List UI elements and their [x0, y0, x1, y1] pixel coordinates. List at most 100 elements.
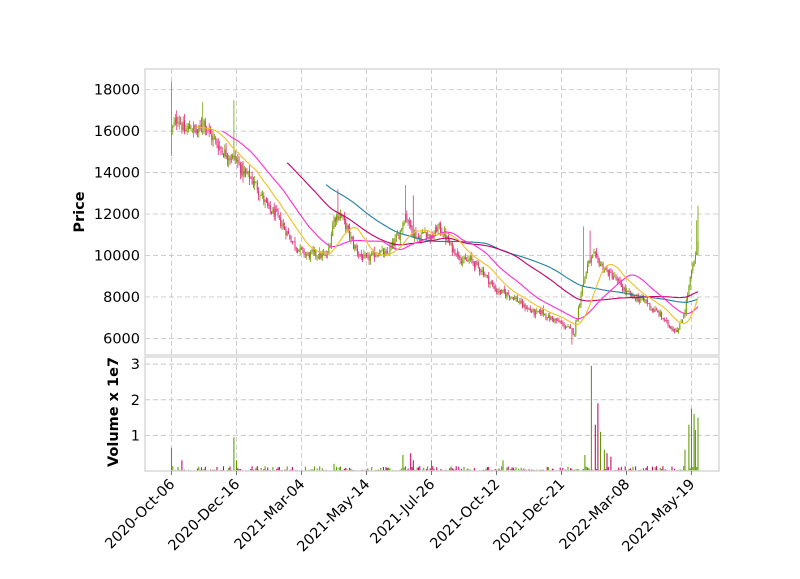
candle-body — [535, 311, 536, 316]
candle — [591, 255, 592, 266]
candle — [523, 301, 524, 308]
candle — [271, 211, 272, 215]
candle-body — [453, 248, 454, 251]
candle — [510, 296, 511, 300]
candle-body — [617, 279, 618, 281]
candle-body — [384, 252, 385, 257]
candle — [287, 231, 288, 237]
candle — [565, 325, 566, 330]
candle-body — [267, 200, 268, 205]
candle-body — [354, 245, 355, 248]
candle — [612, 270, 613, 280]
candle-body — [318, 257, 319, 258]
candle — [579, 303, 580, 308]
volume-axis-title: Volume x 1e7 — [106, 357, 122, 467]
candle-body — [313, 250, 314, 251]
price-tick-label: 16000 — [94, 124, 140, 140]
candle-body — [458, 253, 459, 258]
candle — [275, 205, 276, 221]
candle — [181, 122, 182, 134]
candle-body — [658, 311, 659, 315]
candle — [697, 206, 698, 255]
candle-body — [194, 124, 195, 129]
candle — [619, 276, 620, 285]
candle-body — [268, 205, 269, 206]
candle — [627, 290, 628, 292]
candle — [192, 128, 193, 133]
candle-body — [647, 300, 648, 304]
candle — [557, 318, 558, 321]
candle-body — [183, 122, 184, 130]
candle — [614, 272, 615, 278]
candle — [384, 248, 385, 258]
candle-body — [188, 126, 189, 130]
candle — [531, 309, 532, 313]
candle — [180, 117, 181, 125]
candle — [224, 144, 225, 158]
candle — [601, 261, 602, 266]
candle — [245, 167, 246, 177]
candle — [252, 171, 253, 185]
candle — [353, 236, 354, 250]
candle — [309, 252, 310, 260]
candle-body — [396, 236, 397, 238]
candle — [515, 296, 516, 302]
candle-body — [289, 235, 290, 239]
candle-body — [553, 319, 554, 321]
candle-body — [460, 257, 461, 261]
candle — [479, 267, 480, 276]
candle — [369, 252, 370, 265]
candle — [298, 249, 299, 252]
volume-bar — [695, 430, 696, 471]
candle — [291, 235, 292, 243]
volume-bar — [597, 403, 598, 471]
candle — [201, 117, 202, 132]
candle-body — [630, 293, 631, 294]
candle-body — [496, 290, 497, 291]
candle-body — [406, 214, 407, 220]
candle — [453, 245, 454, 253]
candle — [349, 224, 350, 242]
candle — [187, 123, 188, 135]
candle-body — [262, 194, 263, 195]
candle-body — [223, 154, 224, 157]
candle-body — [304, 250, 305, 255]
volume-panel-frame — [145, 357, 719, 471]
candle — [427, 230, 428, 238]
candle — [184, 114, 185, 134]
candle — [518, 301, 519, 303]
candle — [588, 260, 589, 267]
candle-body — [665, 320, 666, 321]
grid-layer — [145, 69, 719, 471]
candle — [432, 231, 433, 239]
candle — [505, 289, 506, 299]
candle-body — [431, 235, 432, 241]
candle-body — [510, 297, 511, 298]
candle — [216, 139, 217, 148]
candle — [489, 281, 490, 288]
candle — [597, 254, 598, 263]
candle-body — [612, 273, 613, 279]
candle-body — [359, 254, 360, 255]
candle — [209, 123, 210, 137]
candle-body — [427, 235, 428, 236]
candle-body — [608, 270, 609, 276]
candle-body — [591, 258, 592, 263]
candle — [492, 280, 493, 287]
candle — [662, 318, 663, 320]
candle — [276, 205, 277, 212]
candle — [525, 303, 526, 311]
candle — [229, 155, 230, 164]
candle — [237, 154, 238, 168]
candle — [457, 248, 458, 259]
candle-body — [270, 205, 271, 210]
candle — [439, 222, 440, 229]
candle — [270, 201, 271, 214]
candle — [203, 119, 204, 134]
candle-body — [424, 231, 425, 233]
candle — [630, 291, 631, 297]
candle — [254, 176, 255, 190]
candle — [281, 220, 282, 230]
candle — [575, 320, 576, 337]
candle — [337, 189, 338, 222]
